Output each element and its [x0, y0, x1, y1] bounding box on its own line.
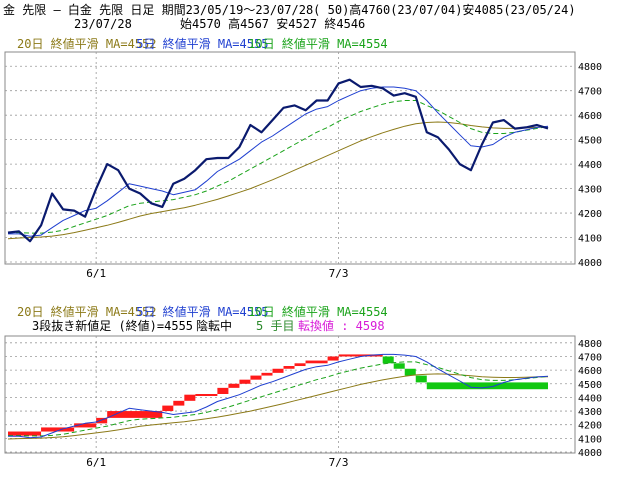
- x-tick-label: 7/3: [329, 267, 349, 280]
- top-series: [7, 78, 549, 243]
- bottom-info-count: 5 手目: [256, 319, 294, 333]
- up-brick: [305, 360, 328, 364]
- series-line: [8, 353, 549, 439]
- down-brick: [415, 375, 427, 383]
- top-x-axis: 6/1 7/3: [86, 267, 348, 280]
- y-tick-label: 4500: [578, 380, 602, 391]
- legend-entry: 20日 終値平滑 MA=4552: [17, 304, 156, 319]
- header-date: 23/07/28: [74, 17, 132, 31]
- bottom-y-axis: 4000 4100 4200 4300 4400 4500 4600 4700 4800: [578, 339, 602, 459]
- y-tick-label: 4800: [578, 62, 602, 73]
- up-brick: [283, 366, 295, 369]
- bottom-info-method: 3段抜き新値足 (終値)=4555: [32, 318, 193, 333]
- up-brick: [96, 417, 108, 424]
- bottom-series: [7, 353, 549, 440]
- top-y-axis: 4000 4100 4200 4300 4400 4500 4600 4700 4800: [578, 62, 602, 269]
- top-plot-frame: [4, 51, 576, 265]
- y-tick-label: 4500: [578, 136, 602, 147]
- up-brick: [294, 363, 306, 367]
- y-tick-label: 4200: [578, 209, 602, 220]
- y-tick-label: 4300: [578, 185, 602, 196]
- up-brick: [162, 405, 174, 412]
- y-tick-label: 4100: [578, 434, 602, 445]
- legend-entry: 10日 終値平滑 MA=4554: [248, 304, 387, 319]
- bottom-info-reversal: 転換値 : 4598: [298, 318, 385, 333]
- y-tick-label: 4100: [578, 234, 602, 245]
- down-brick: [426, 382, 548, 390]
- up-brick: [173, 400, 185, 406]
- down-brick: [393, 363, 405, 369]
- y-tick-label: 4300: [578, 407, 602, 418]
- up-brick: [41, 427, 75, 432]
- up-brick: [250, 375, 262, 380]
- bottom-grid: [5, 336, 575, 453]
- y-tick-label: 4000: [578, 258, 602, 269]
- up-brick: [74, 423, 97, 428]
- y-tick-label: 4700: [578, 87, 602, 98]
- x-tick-label: 7/3: [329, 456, 349, 469]
- up-brick: [261, 372, 273, 376]
- legend-entry: 10日 終値平滑 MA=4554: [248, 36, 387, 51]
- series-line: [7, 373, 549, 440]
- up-brick: [107, 411, 163, 418]
- legend-entry: 20日 終値平滑 MA=4552: [17, 36, 156, 51]
- y-tick-label: 4700: [578, 352, 602, 363]
- up-brick: [184, 394, 196, 401]
- y-tick-label: 4400: [578, 393, 602, 404]
- y-tick-label: 4400: [578, 160, 602, 171]
- series-line: [8, 86, 549, 237]
- up-brick: [228, 383, 240, 388]
- y-tick-label: 4200: [578, 421, 602, 432]
- top-grid: [5, 52, 575, 264]
- bottom-x-axis: 6/1 7/3: [86, 456, 348, 469]
- up-brick: [8, 431, 42, 436]
- y-tick-label: 4800: [578, 339, 602, 350]
- up-brick: [272, 368, 284, 373]
- bottom-bricks: [8, 354, 548, 436]
- header-ohlc: 始4570 高4567 安4527 終4546: [180, 16, 365, 31]
- header-title: 金 先限 – 白金 先限 日足 期間23/05/19～23/07/28( 50)…: [3, 2, 576, 17]
- y-tick-label: 4600: [578, 366, 602, 377]
- up-brick: [327, 356, 339, 361]
- series-line: [7, 121, 549, 240]
- up-brick: [217, 387, 229, 394]
- x-tick-label: 6/1: [86, 456, 106, 469]
- legend-entry: 5日 終値平滑 MA=4555: [136, 304, 268, 319]
- bottom-plot-frame: [4, 335, 576, 454]
- up-brick: [338, 354, 383, 357]
- y-tick-label: 4000: [578, 448, 602, 459]
- down-brick: [382, 356, 394, 364]
- series-line: [8, 100, 549, 234]
- legend-entry: 5日 終値平滑 MA=4555: [136, 36, 268, 51]
- down-brick: [404, 368, 416, 376]
- up-brick: [195, 394, 218, 396]
- series-line: [8, 361, 549, 437]
- series-line: [7, 78, 549, 243]
- bottom-info-state: 陰転中: [196, 318, 232, 333]
- y-tick-label: 4600: [578, 111, 602, 122]
- up-brick: [239, 379, 251, 384]
- x-tick-label: 6/1: [86, 267, 106, 280]
